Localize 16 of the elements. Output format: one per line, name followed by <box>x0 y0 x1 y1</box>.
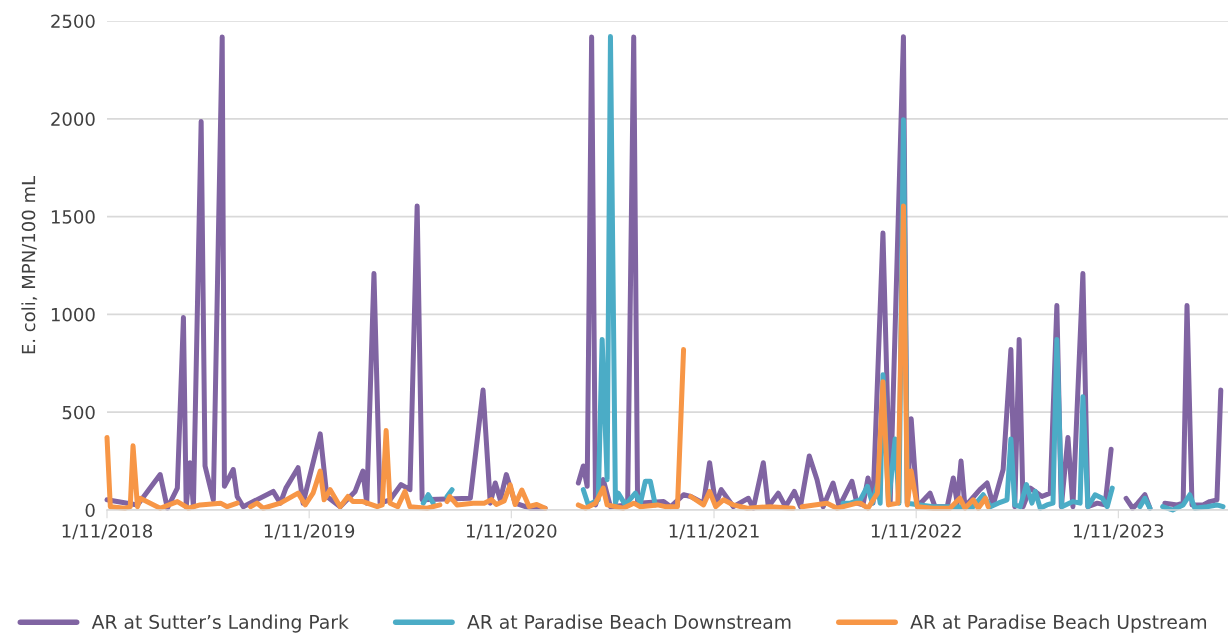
y-tick-label: 1500 <box>51 210 95 224</box>
x-tick-label: 1/11/2021 <box>669 524 759 540</box>
y-tick-label: 1000 <box>51 307 95 322</box>
y-tick-label: 500 <box>62 405 95 420</box>
y-tick-label: 2500 <box>51 14 95 29</box>
legend-label: AR at Paradise Beach Upstream <box>910 614 1207 633</box>
x-tick-label: 1/11/2019 <box>264 524 355 540</box>
x-tick-label: 1/11/2023 <box>1074 524 1164 540</box>
legend-label: AR at Paradise Beach Downstream <box>467 614 791 629</box>
x-tick-label: 1/11/2020 <box>467 524 557 540</box>
y-tick-label: 0 <box>85 503 95 518</box>
y-tick-label: 2000 <box>51 112 95 126</box>
legend-label: AR at Sutter’s Landing Park <box>91 614 349 633</box>
x-tick-label: 1/11/2018 <box>62 524 153 540</box>
y-axis-title: E. coli, MPN/100 mL <box>21 175 38 354</box>
x-tick-label: 1/11/2022 <box>871 524 961 540</box>
